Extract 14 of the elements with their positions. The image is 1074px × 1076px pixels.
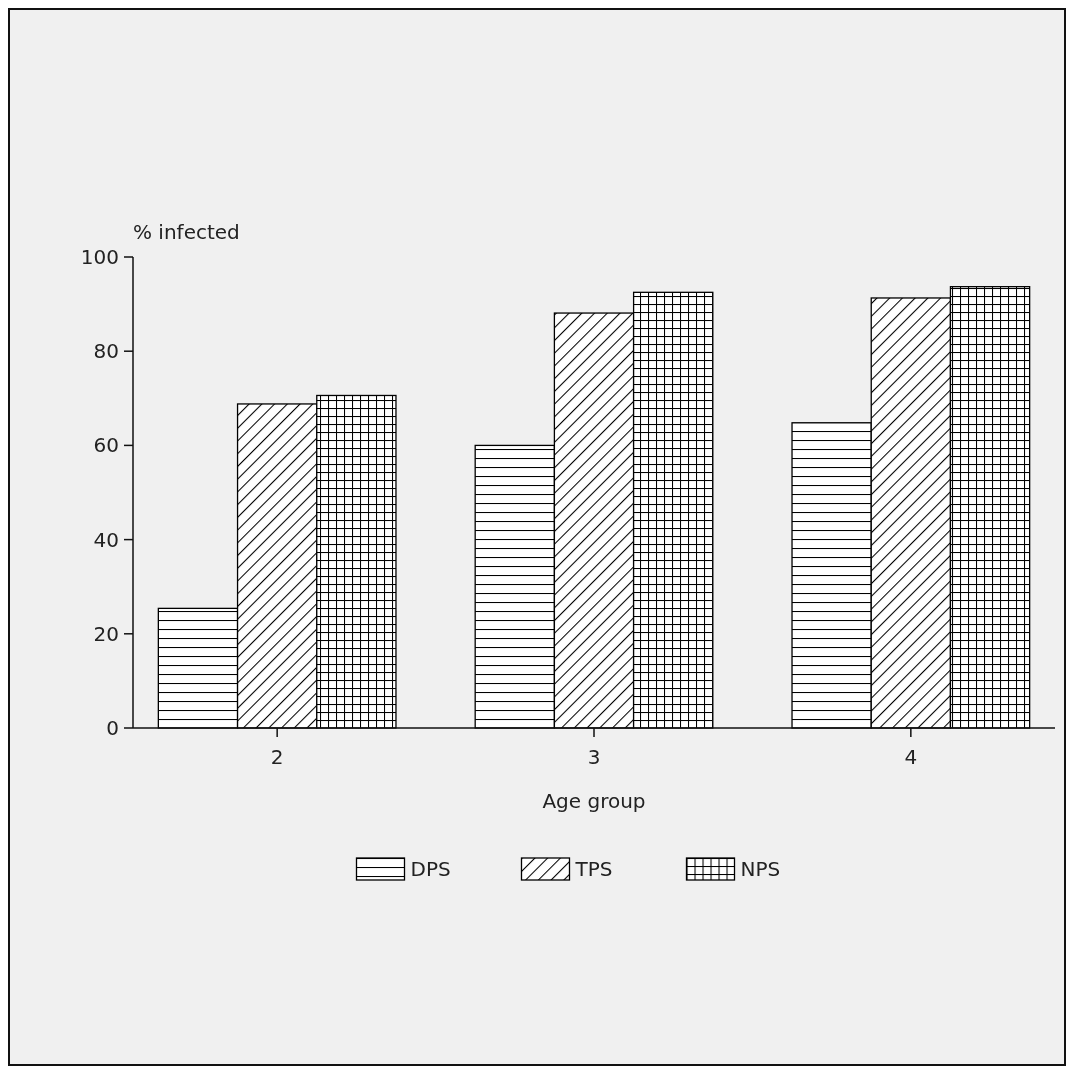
x-tick-label: 3 <box>587 745 601 769</box>
y-tick-label: 40 <box>93 527 119 552</box>
y-tick-label: 60 <box>93 433 119 458</box>
x-axis-title: Age group <box>542 789 646 813</box>
legend-label: NPS <box>740 857 781 881</box>
x-tick-label: 4 <box>904 745 918 769</box>
y-axis-title: % infected <box>133 220 240 244</box>
x-tick-label: 2 <box>270 745 284 769</box>
legend-label: DPS <box>410 857 451 881</box>
legend-label: TPS <box>574 857 613 881</box>
y-tick-label: 0 <box>106 716 119 740</box>
y-tick-label: 20 <box>93 621 119 646</box>
y-tick-label: 100 <box>80 245 119 269</box>
y-tick-label: 80 <box>93 339 119 364</box>
